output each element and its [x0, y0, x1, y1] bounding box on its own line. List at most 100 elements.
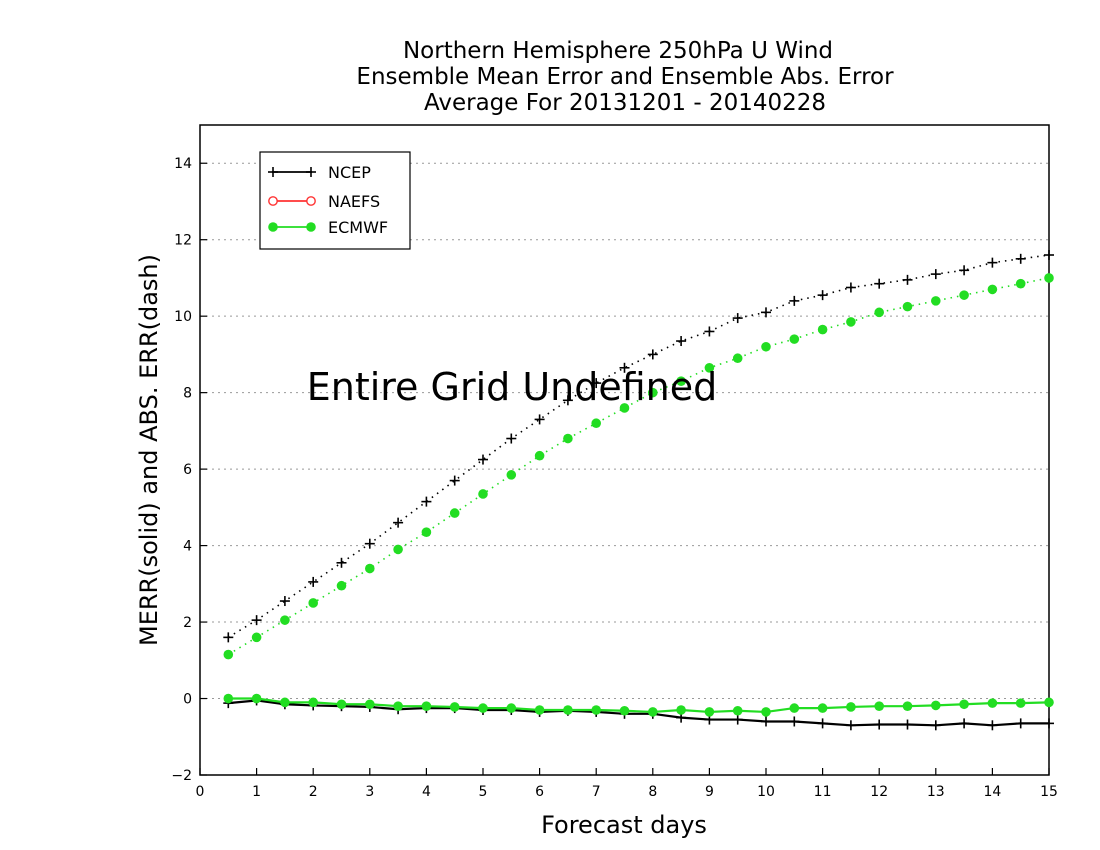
data-point	[279, 596, 290, 607]
legend-marker	[306, 167, 316, 177]
data-point	[251, 693, 262, 704]
data-point	[421, 496, 432, 507]
data-point	[591, 705, 601, 715]
data-point	[676, 336, 687, 347]
data-point	[732, 705, 743, 716]
data-point	[987, 284, 998, 295]
data-point	[704, 362, 715, 373]
data-point	[563, 433, 573, 444]
data-point	[1015, 253, 1026, 264]
y-axis-ticks: −2 0 2 4 6 8 10 12 14	[171, 156, 207, 784]
data-point	[732, 313, 743, 324]
data-point	[874, 701, 884, 711]
data-point	[449, 702, 460, 712]
data-point	[648, 387, 658, 398]
data-point	[931, 296, 941, 306]
data-point	[619, 705, 630, 716]
legend-label-ecmwf: ECMWF	[328, 218, 388, 237]
data-point	[336, 557, 347, 568]
legend-marker	[306, 196, 316, 206]
chart-title: Northern Hemisphere 250hPa U Wind Ensemb…	[356, 38, 894, 116]
y-tick-label: 0	[183, 692, 192, 708]
data-point	[308, 576, 319, 587]
data-point	[648, 707, 658, 717]
data-point	[930, 269, 941, 280]
legend-items	[268, 167, 316, 232]
data-point	[732, 353, 743, 364]
data-point	[449, 475, 460, 486]
series-layer	[223, 250, 1054, 731]
legend-swatch-ecmwf	[268, 222, 316, 232]
series-line	[227, 254, 1050, 639]
data-point	[223, 649, 234, 660]
data-point	[591, 418, 601, 429]
x-tick-label: 11	[814, 784, 832, 800]
plot-frame	[199, 124, 1050, 776]
data-point	[506, 703, 517, 713]
data-point	[846, 702, 856, 712]
series-ecmwf-merr	[223, 693, 1054, 717]
data-point	[987, 698, 998, 708]
legend-label-naefs: NAEFS	[328, 192, 380, 211]
series-ecmwf-abs-err	[223, 273, 1054, 660]
x-tick-label: 15	[1040, 784, 1058, 800]
x-tick-label: 2	[309, 784, 318, 800]
data-point	[365, 699, 375, 710]
x-tick-label: 14	[983, 784, 1001, 800]
y-tick-label: −2	[171, 768, 192, 784]
y-tick-label: 2	[183, 615, 192, 631]
data-point	[336, 699, 347, 710]
data-point	[563, 705, 573, 715]
data-point	[959, 718, 970, 729]
x-tick-label: 12	[870, 784, 888, 800]
series-ncep-abs-err	[223, 250, 1054, 643]
x-tick-label: 6	[535, 784, 544, 800]
data-point	[789, 334, 800, 344]
data-point	[817, 324, 828, 335]
x-tick-label: 10	[757, 784, 775, 800]
data-point	[1044, 250, 1054, 260]
y-tick-label: 10	[174, 309, 192, 325]
y-axis-label: MERR(solid) and ABS. ERR(dash)	[135, 254, 163, 646]
data-point	[676, 705, 686, 715]
data-point	[280, 615, 290, 625]
x-tick-label: 5	[479, 784, 488, 800]
data-point	[959, 699, 969, 710]
data-point	[365, 563, 375, 574]
data-point	[789, 295, 800, 306]
data-point	[789, 703, 800, 713]
x-tick-label: 4	[422, 784, 431, 800]
data-point	[449, 508, 460, 518]
legend-marker	[268, 167, 278, 177]
legend-marker	[306, 222, 316, 232]
data-point	[874, 307, 884, 318]
legend-marker	[268, 196, 278, 206]
data-point	[704, 326, 715, 337]
data-point	[959, 290, 969, 300]
data-point	[761, 341, 771, 352]
x-tick-label: 3	[365, 784, 374, 800]
title-line-3: Average For 20131201 - 20140228	[424, 90, 826, 116]
data-point	[280, 697, 290, 708]
data-point	[223, 632, 234, 643]
data-point	[506, 470, 517, 480]
data-point	[308, 598, 319, 608]
y-tick-label: 8	[183, 386, 192, 402]
y-tick-label: 12	[174, 233, 192, 249]
legend-label-ncep: NCEP	[328, 163, 371, 182]
data-point	[534, 705, 545, 715]
series-line	[227, 277, 1050, 656]
x-tick-label: 0	[196, 784, 205, 800]
data-point	[534, 414, 545, 425]
data-point	[732, 714, 743, 725]
x-tick-label: 7	[592, 784, 601, 800]
legend-swatch-naefs	[268, 196, 316, 206]
data-point	[874, 719, 885, 730]
data-point	[478, 703, 488, 713]
data-point	[1015, 718, 1026, 729]
data-point	[364, 538, 375, 549]
data-point	[393, 544, 403, 555]
data-point	[930, 720, 941, 731]
data-point	[676, 376, 686, 386]
data-point	[223, 693, 234, 704]
